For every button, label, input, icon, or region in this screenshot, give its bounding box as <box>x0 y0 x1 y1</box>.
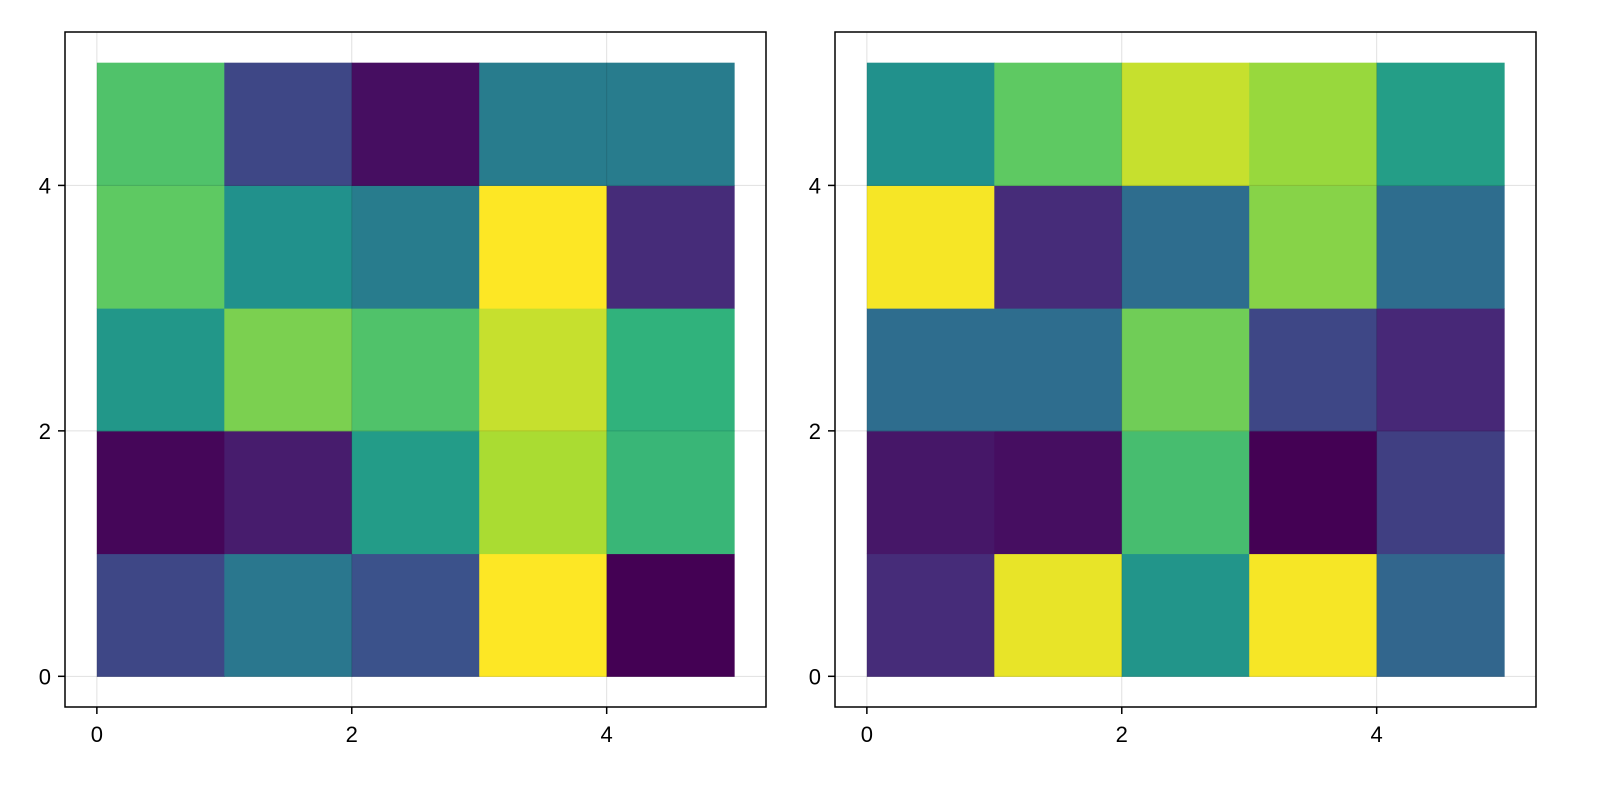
heatmap-cell-r4-c0 <box>96 62 225 186</box>
heatmap-cell-r3-c0 <box>96 185 225 309</box>
x-tick-label-2: 4 <box>601 722 613 747</box>
y-tick-label-1: 2 <box>39 419 51 444</box>
heatmap-cell-r0-c2 <box>1121 553 1250 677</box>
heatmap-cell-r3-c1 <box>224 185 353 309</box>
heatmap-cell-r2-c2 <box>1121 308 1250 432</box>
heatmap-cell-r4-c4 <box>606 62 735 186</box>
heatmap-panel-right: 0 2 4 0 2 4 <box>809 31 1537 747</box>
x-tick-label-1: 2 <box>1116 722 1128 747</box>
heatmap-panel-left: 0 2 4 0 2 4 <box>39 31 767 747</box>
heatmap-cell-r1-c4 <box>606 430 735 555</box>
heatmap-cell-r0-c0 <box>96 553 225 677</box>
heatmap-cell-r2-c0 <box>866 308 995 432</box>
heatmap-cell-r0-c2 <box>351 553 480 677</box>
x-tick-label-0: 0 <box>91 722 103 747</box>
heatmap-cell-r4-c3 <box>1249 62 1378 186</box>
heatmap-cell-r4-c3 <box>479 62 608 186</box>
heatmap-cell-r2-c3 <box>479 308 608 432</box>
y-tick-label-1: 2 <box>809 419 821 444</box>
heatmap-cell-r2-c1 <box>994 308 1123 432</box>
heatmap-cell-r0-c4 <box>606 553 735 677</box>
heatmap-cell-r3-c3 <box>1249 185 1378 309</box>
heatmap-cell-r2-c3 <box>1249 308 1378 432</box>
heatmap-cell-r1-c1 <box>994 430 1123 555</box>
heatmap-cell-r0-c4 <box>1376 553 1505 677</box>
heatmap-cell-r1-c3 <box>479 430 608 555</box>
heatmap-cell-r1-c0 <box>96 430 225 555</box>
y-tick-label-2: 4 <box>809 173 821 198</box>
heatmap-cell-r4-c4 <box>1376 62 1505 186</box>
heatmap-cell-r1-c2 <box>351 430 480 555</box>
heatmap-cell-r1-c1 <box>224 430 353 555</box>
heatmap-cell-r3-c0 <box>866 185 995 309</box>
heatmap-cell-r3-c3 <box>479 185 608 309</box>
heatmap-cell-r1-c4 <box>1376 430 1505 555</box>
heatmap-cell-r4-c1 <box>994 62 1123 186</box>
heatmap-cell-r0-c0 <box>866 553 995 677</box>
heatmap-cell-r0-c3 <box>479 553 608 677</box>
heatmap-cell-r2-c4 <box>1376 308 1505 432</box>
heatmap-cell-r4-c0 <box>866 62 995 186</box>
heatmap-cell-r1-c0 <box>866 430 995 555</box>
heatmap-cell-r4-c2 <box>1121 62 1250 186</box>
x-tick-label-2: 4 <box>1371 722 1383 747</box>
heatmap-cell-r3-c4 <box>606 185 735 309</box>
heatmap-cell-r3-c2 <box>351 185 480 309</box>
heatmap-cell-r2-c1 <box>224 308 353 432</box>
y-tick-label-0: 0 <box>809 664 821 689</box>
heatmap-cell-r2-c2 <box>351 308 480 432</box>
heatmap-cell-r1-c2 <box>1121 430 1250 555</box>
x-tick-label-1: 2 <box>346 722 358 747</box>
heatmap-cell-r2-c4 <box>606 308 735 432</box>
y-tick-label-2: 4 <box>39 173 51 198</box>
heatmap-cell-r3-c1 <box>994 185 1123 309</box>
heatmap-cell-r0-c3 <box>1249 553 1378 677</box>
heatmap-cell-r4-c1 <box>224 62 353 186</box>
heatmap-cell-r1-c3 <box>1249 430 1378 555</box>
heatmap-cell-r0-c1 <box>994 553 1123 677</box>
heatmap-cell-r3-c2 <box>1121 185 1250 309</box>
heatmap-cell-r0-c1 <box>224 553 353 677</box>
x-tick-label-0: 0 <box>861 722 873 747</box>
axis-frame <box>64 31 767 708</box>
heatmap-cell-r3-c4 <box>1376 185 1505 309</box>
axis-frame <box>834 31 1537 708</box>
y-tick-label-0: 0 <box>39 664 51 689</box>
heatmap-cell-r2-c0 <box>96 308 225 432</box>
heatmap-cell-r4-c2 <box>351 62 480 186</box>
